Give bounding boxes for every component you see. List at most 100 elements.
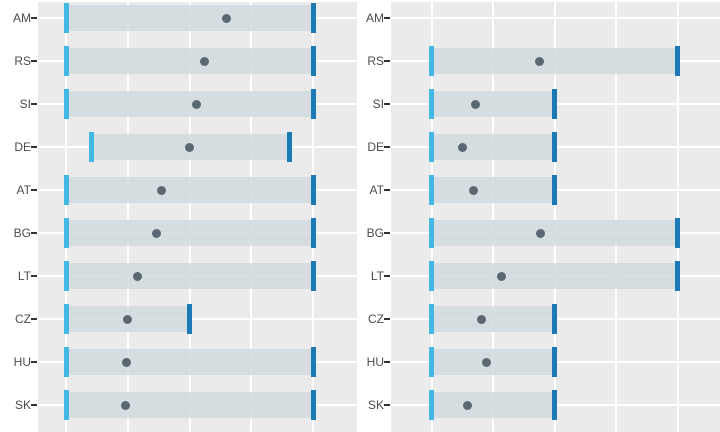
y-axis-label: SK	[367, 398, 384, 412]
end-value-tick	[310, 261, 316, 291]
start-value-tick	[63, 46, 69, 76]
end-value-tick	[675, 261, 680, 291]
y-axis-label: RS	[14, 54, 31, 68]
end-value-tick	[675, 218, 680, 248]
end-value-tick	[552, 132, 557, 162]
dot-marker	[151, 228, 161, 238]
dot-marker	[192, 99, 202, 109]
end-value-tick	[310, 89, 316, 119]
x-gridline	[492, 0, 494, 432]
range-bar	[429, 392, 557, 418]
range-bar	[63, 349, 316, 375]
start-value-tick	[63, 261, 69, 291]
panel-top-gridline	[391, 0, 720, 2]
y-axis-label: AT	[16, 183, 31, 197]
end-value-tick	[675, 46, 680, 76]
y-axis-tick-mark	[31, 146, 37, 148]
y-gridline	[38, 318, 357, 320]
range-bar	[429, 48, 680, 74]
y-axis-tick-mark	[31, 103, 37, 105]
range-bar	[429, 349, 557, 375]
start-value-tick	[429, 46, 434, 76]
end-value-tick	[310, 347, 316, 377]
x-gridline	[250, 0, 253, 432]
y-axis-tick-mark	[384, 146, 390, 148]
y-axis-tick-mark	[31, 404, 37, 406]
dot-marker	[123, 314, 133, 324]
start-value-tick	[63, 304, 69, 334]
y-axis-label: BG	[366, 226, 384, 240]
y-axis-label: AT	[369, 183, 384, 197]
y-axis-label: CZ	[368, 312, 384, 326]
y-axis-tick-mark	[384, 103, 390, 105]
range-bar	[429, 134, 557, 160]
start-value-tick	[63, 390, 69, 420]
dot-marker	[462, 400, 472, 410]
x-gridline	[312, 0, 314, 432]
end-value-tick	[310, 175, 316, 205]
y-gridline	[391, 17, 720, 19]
facet-panel-right	[391, 0, 720, 432]
dot-marker	[535, 56, 545, 66]
end-value-tick	[310, 3, 316, 33]
start-value-tick	[63, 89, 69, 119]
dot-marker	[156, 185, 166, 195]
start-value-tick	[429, 304, 434, 334]
y-axis-tick-mark	[31, 318, 37, 320]
y-axis-label: SI	[19, 97, 31, 111]
start-value-tick	[429, 261, 434, 291]
y-axis-label: LT	[17, 269, 31, 283]
y-axis-label: CZ	[15, 312, 31, 326]
range-bar	[63, 220, 316, 246]
range-bar	[63, 91, 316, 117]
start-value-tick	[429, 218, 434, 248]
start-value-tick	[89, 132, 95, 162]
dot-marker	[471, 99, 481, 109]
end-value-tick	[187, 304, 192, 334]
y-axis-tick-mark	[384, 404, 390, 406]
y-axis-tick-mark	[384, 318, 390, 320]
dot-marker	[185, 142, 194, 152]
range-bar	[429, 306, 557, 332]
y-axis-label: SI	[372, 97, 384, 111]
dot-marker	[482, 357, 492, 367]
y-axis-tick-mark	[31, 232, 37, 234]
start-value-tick	[63, 3, 69, 33]
range-bar	[429, 177, 557, 203]
range-bar	[429, 91, 557, 117]
dot-marker	[536, 228, 546, 238]
y-axis-label: RS	[367, 54, 384, 68]
range-bar	[63, 392, 316, 418]
dot-marker	[477, 314, 487, 324]
start-value-tick	[429, 347, 434, 377]
y-axis-label: SK	[14, 398, 31, 412]
range-bar	[63, 48, 316, 74]
y-axis-label: AM	[366, 11, 384, 25]
end-value-tick	[552, 89, 557, 119]
y-axis-label: HU	[13, 355, 31, 369]
y-axis-tick-mark	[384, 361, 390, 363]
x-gridline	[615, 0, 617, 432]
y-axis-labels-right-facet: AM RS SI DE AT BG LT CZ HU SK	[357, 0, 391, 432]
y-axis-tick-mark	[31, 60, 37, 62]
dot-marker	[497, 271, 507, 281]
dot-marker	[457, 142, 467, 152]
panel-top-gridline	[38, 0, 357, 2]
y-axis-tick-mark	[31, 189, 37, 191]
y-axis-label: DE	[14, 140, 31, 154]
y-axis-label: DE	[367, 140, 384, 154]
dot-marker	[122, 357, 131, 367]
start-value-tick	[63, 175, 69, 205]
end-value-tick	[310, 218, 316, 248]
end-value-tick	[287, 132, 293, 162]
range-bar	[63, 263, 316, 289]
y-axis-tick-mark	[384, 60, 390, 62]
y-axis-labels-left-facet: AM RS SI DE AT BG LT CZ HU SK	[0, 0, 38, 432]
start-value-tick	[63, 347, 69, 377]
y-axis-label: AM	[13, 11, 31, 25]
start-value-tick	[429, 175, 434, 205]
x-gridline	[430, 0, 433, 432]
end-value-tick	[310, 46, 316, 76]
y-axis-tick-mark	[384, 189, 390, 191]
